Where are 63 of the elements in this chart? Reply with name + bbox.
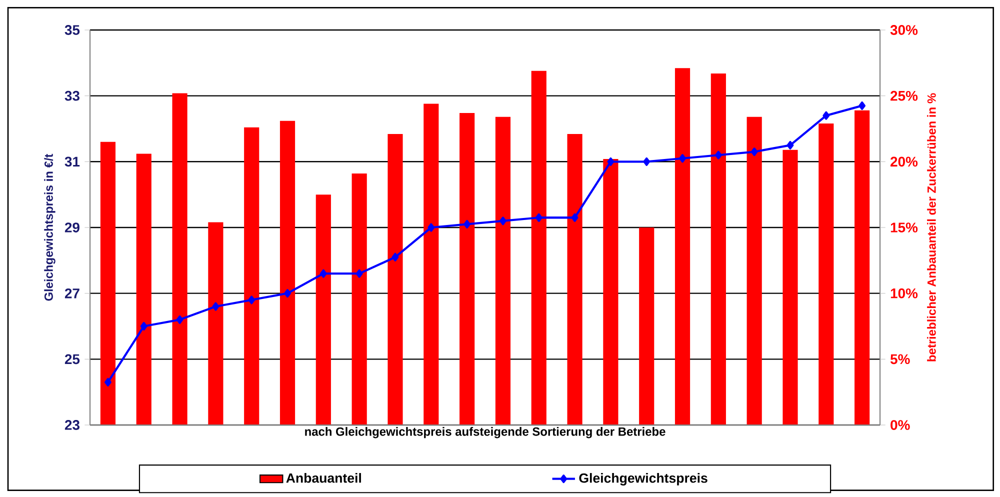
point [643, 157, 650, 166]
point [140, 322, 148, 331]
y2-tick-label: 10% [890, 288, 918, 298]
point [750, 148, 758, 156]
point [571, 213, 578, 222]
bar [603, 159, 618, 425]
point [320, 269, 327, 278]
point [284, 289, 291, 298]
y-axis-title: Gleichgewichtspreis in €/t [44, 154, 56, 301]
y-tick-label: 25 [64, 354, 80, 364]
point [786, 140, 794, 150]
bar [136, 154, 152, 425]
y-tick-label: 23 [64, 420, 80, 430]
bar [710, 73, 726, 425]
bar [460, 112, 475, 425]
point [464, 220, 471, 228]
point [607, 157, 614, 166]
bar [100, 142, 116, 425]
point [714, 150, 722, 160]
point [392, 252, 399, 262]
y2-tick-label: 30% [890, 25, 918, 35]
bar [316, 194, 331, 425]
point [679, 154, 686, 163]
point [176, 315, 184, 324]
bar [244, 127, 260, 425]
bar [352, 174, 367, 425]
bar [172, 93, 188, 425]
bar [388, 134, 403, 425]
point [535, 213, 542, 222]
x-axis-title: nach Gleichgewichtspreis aufsteigende Sortierung der Betriebe [305, 427, 666, 438]
bar [208, 222, 224, 425]
bar [639, 228, 654, 425]
bar [746, 116, 762, 425]
legend-label: Anbauanteil [286, 473, 361, 483]
point [212, 302, 220, 311]
bar [280, 120, 296, 425]
bar [674, 68, 690, 425]
bar [782, 150, 798, 425]
point [248, 296, 256, 304]
bar [531, 70, 546, 425]
point [428, 223, 435, 232]
y-tick-label: 31 [64, 156, 80, 167]
point [356, 269, 363, 278]
bar [567, 134, 582, 425]
y-tick-label: 33 [64, 90, 80, 101]
y2-tick-label: 0% [890, 420, 910, 430]
y-tick-label: 29 [64, 222, 80, 232]
bar [854, 110, 870, 425]
point [104, 378, 112, 386]
legend-label: Gleichgewichtspreis [579, 473, 708, 486]
y2-tick-label: 15% [890, 222, 918, 232]
y-tick-label: 27 [64, 288, 80, 298]
point [499, 216, 506, 226]
y-tick-label: 35 [64, 25, 80, 35]
bar [818, 123, 834, 425]
y2-tick-label: 20% [890, 156, 918, 167]
y2-axis-title: betrieblicher Anbauanteil der Zuckerrüben in % [927, 93, 936, 362]
y2-tick-label: 5% [890, 354, 910, 364]
point [858, 101, 866, 110]
bar [495, 116, 511, 425]
y2-tick-label: 25% [890, 90, 918, 101]
bar [424, 104, 439, 425]
point [822, 111, 830, 120]
